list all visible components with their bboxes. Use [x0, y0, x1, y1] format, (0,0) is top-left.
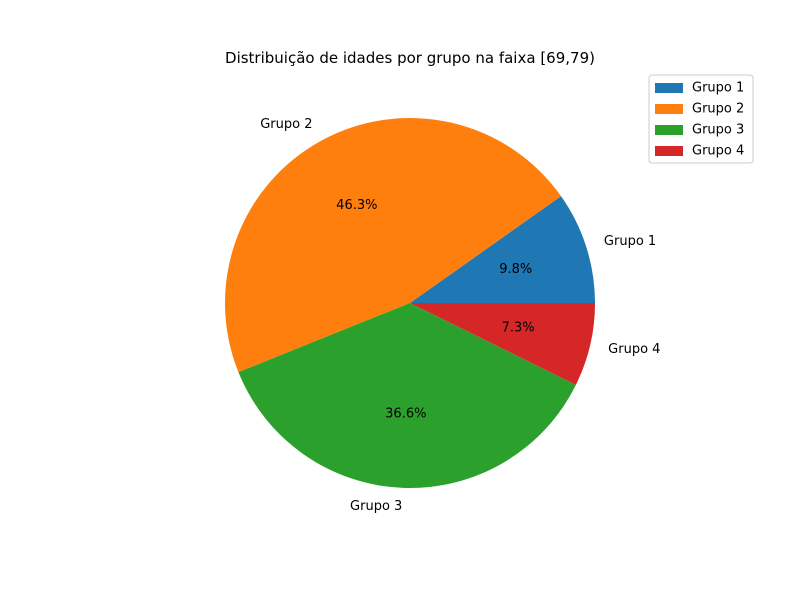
- legend-swatch-grupo-1: [655, 83, 683, 93]
- legend-label-grupo-2: Grupo 2: [692, 102, 744, 117]
- pie-slice-grupo-2: [225, 118, 562, 373]
- percent-label-grupo-1: 9.8%: [499, 262, 532, 277]
- percent-label-grupo-4: 7.3%: [502, 321, 535, 336]
- slice-label-grupo-3: Grupo 3: [350, 499, 402, 514]
- pie-slice-grupo-4: [410, 303, 595, 385]
- legend-swatch-grupo-3: [655, 125, 683, 135]
- legend-label-grupo-1: Grupo 1: [692, 81, 744, 96]
- legend-label-grupo-3: Grupo 3: [692, 123, 744, 138]
- slice-label-grupo-2: Grupo 2: [260, 117, 312, 132]
- pie-slice-grupo-1: [410, 196, 595, 303]
- percent-label-grupo-3: 36.6%: [385, 406, 426, 421]
- chart-title: Distribuição de idades por grupo na faix…: [225, 49, 595, 67]
- pie-slice-labels: Grupo 1 Grupo 2 Grupo 3 Grupo 4: [260, 117, 660, 514]
- legend-swatch-grupo-4: [655, 146, 683, 156]
- pie-percent-labels: 9.8% 46.3% 36.6% 7.3%: [336, 198, 534, 421]
- legend-frame: [648, 74, 754, 164]
- legend-swatch-grupo-2: [655, 104, 683, 114]
- slice-label-grupo-1: Grupo 1: [604, 234, 656, 249]
- percent-label-grupo-2: 46.3%: [336, 198, 377, 213]
- pie-slices: [225, 118, 595, 488]
- legend: Grupo 1 Grupo 2 Grupo 3 Grupo 4: [648, 74, 754, 164]
- slice-label-grupo-4: Grupo 4: [608, 342, 660, 357]
- legend-label-grupo-4: Grupo 4: [692, 144, 744, 159]
- pie-slice-grupo-3: [238, 303, 576, 488]
- legend-items: Grupo 1 Grupo 2 Grupo 3 Grupo 4: [655, 81, 744, 159]
